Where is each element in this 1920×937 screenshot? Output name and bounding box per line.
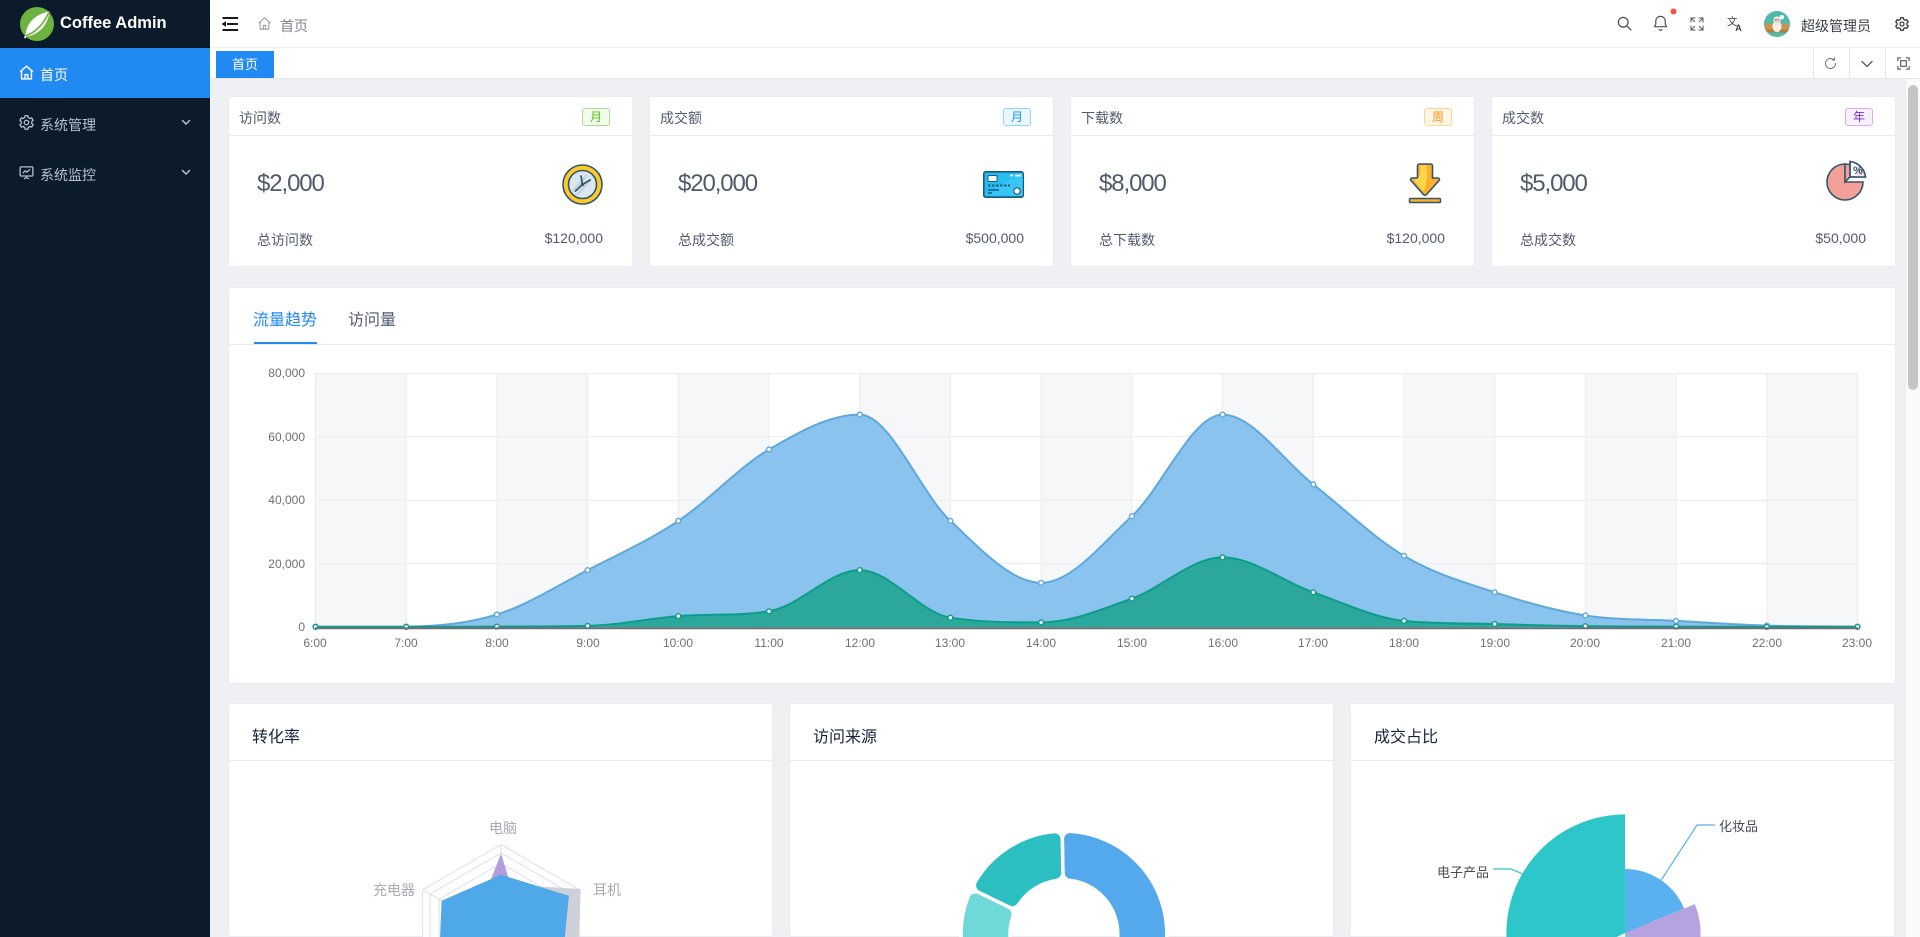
svg-text:19:00: 19:00 <box>1480 636 1510 650</box>
svg-text:A: A <box>1735 23 1742 33</box>
svg-text:60,000: 60,000 <box>268 430 305 444</box>
svg-text:20:00: 20:00 <box>1570 636 1600 650</box>
svg-text:10:00: 10:00 <box>663 636 693 650</box>
svg-text:22:00: 22:00 <box>1752 636 1782 650</box>
svg-text:12:00: 12:00 <box>845 636 875 650</box>
svg-text:80,000: 80,000 <box>268 366 305 380</box>
svg-text:11:00: 11:00 <box>754 636 783 650</box>
svg-text:18:00: 18:00 <box>1389 636 1419 650</box>
svg-text:7:00: 7:00 <box>394 636 418 650</box>
svg-text:20,000: 20,000 <box>268 557 305 571</box>
svg-text:8:00: 8:00 <box>485 636 509 650</box>
svg-text:40,000: 40,000 <box>268 493 305 507</box>
svg-text:6:00: 6:00 <box>303 636 327 650</box>
svg-text:0: 0 <box>298 620 305 634</box>
svg-text:17:00: 17:00 <box>1298 636 1328 650</box>
svg-text:16:00: 16:00 <box>1208 636 1238 650</box>
svg-text:21:00: 21:00 <box>1661 636 1691 650</box>
svg-text:14:00: 14:00 <box>1026 636 1056 650</box>
svg-text:13:00: 13:00 <box>935 636 965 650</box>
svg-text:23:00: 23:00 <box>1842 636 1872 650</box>
svg-text:15:00: 15:00 <box>1117 636 1147 650</box>
svg-text:9:00: 9:00 <box>576 636 600 650</box>
svg-text:文: 文 <box>1727 15 1738 28</box>
svg-text:%: % <box>1853 165 1863 177</box>
